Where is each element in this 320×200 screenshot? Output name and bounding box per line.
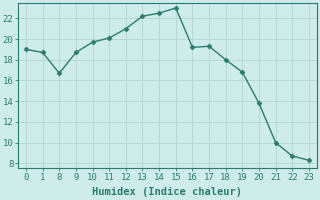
X-axis label: Humidex (Indice chaleur): Humidex (Indice chaleur) bbox=[92, 187, 243, 197]
